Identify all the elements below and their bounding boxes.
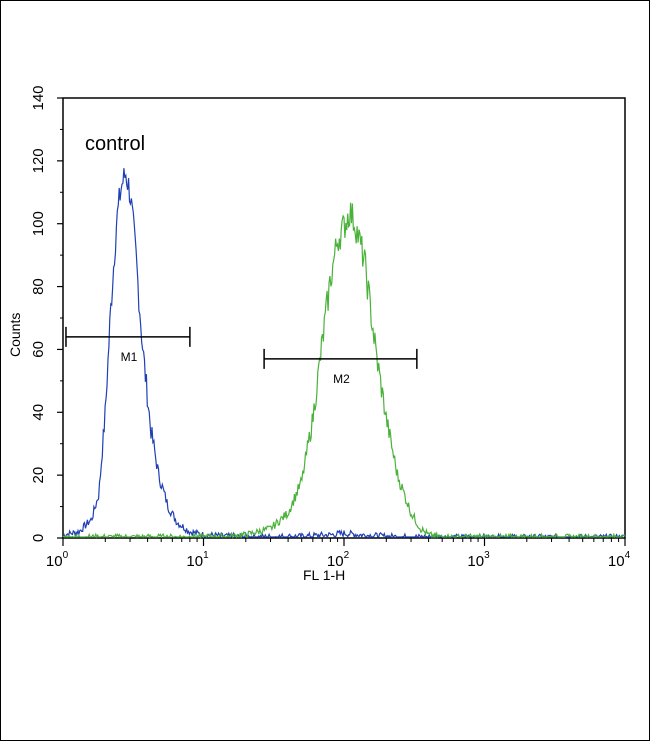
- y-tick-label: 120: [30, 148, 47, 173]
- x-tick-label: 101: [186, 550, 209, 570]
- control-annotation: control: [85, 133, 145, 155]
- x-tick-base: 10: [467, 553, 484, 570]
- x-tick-label: 104: [608, 550, 631, 570]
- x-tick-base: 10: [46, 553, 63, 570]
- x-tick-exp: 2: [344, 550, 350, 561]
- y-tick-label: 80: [30, 278, 47, 295]
- series-2-line: [62, 202, 626, 540]
- x-tick-label: 103: [467, 550, 490, 570]
- x-tick-label: 100: [46, 550, 69, 570]
- x-axis-title: FL 1-H: [303, 567, 345, 583]
- x-tick-base: 10: [608, 553, 625, 570]
- plot-area: [62, 97, 626, 539]
- x-tick-exp: 4: [625, 550, 631, 561]
- gate-layer: M1 M2: [65, 326, 418, 386]
- gate-label: M2: [333, 372, 350, 386]
- x-tick-base: 10: [186, 553, 203, 570]
- gate-label: M1: [121, 350, 138, 364]
- y-tick-label: 60: [30, 341, 47, 358]
- y-tick-label: 20: [30, 467, 47, 484]
- y-tick-label: 140: [30, 85, 47, 110]
- series-1-line: [62, 168, 626, 540]
- y-tick-label: 100: [30, 211, 47, 236]
- series-layer: [62, 168, 626, 540]
- x-tick-base: 10: [327, 553, 344, 570]
- x-axis: 100 101 102 103 104: [46, 538, 631, 570]
- y-tick-label: 40: [30, 404, 47, 421]
- y-axis-title: Counts: [7, 313, 23, 357]
- x-tick-label: 102: [327, 550, 350, 570]
- x-tick-exp: 0: [63, 550, 69, 561]
- y-tick-label: 0: [30, 534, 47, 542]
- x-tick-exp: 3: [484, 550, 490, 561]
- x-tick-exp: 1: [203, 550, 209, 561]
- y-axis: 0 20 40 60 80 100 120 140: [30, 85, 63, 542]
